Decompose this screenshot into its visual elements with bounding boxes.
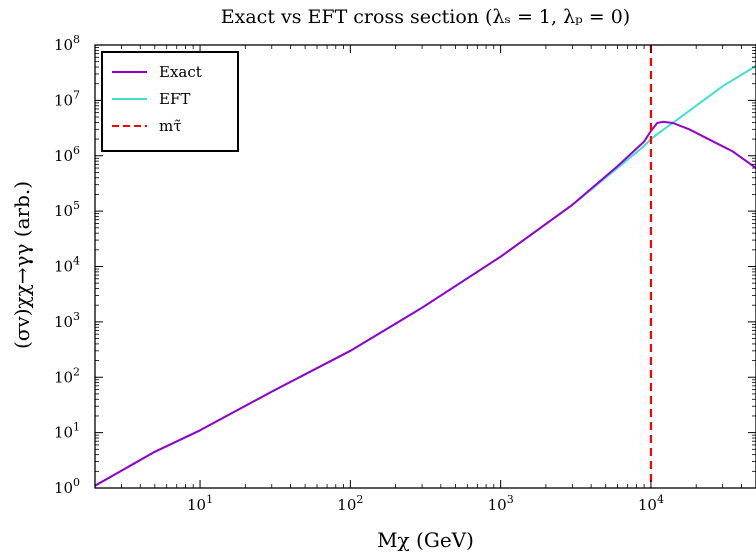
- y-tick-label: 107: [54, 88, 80, 109]
- x-tick-label: 101: [187, 493, 213, 514]
- legend-box: [101, 51, 239, 152]
- x-tick-label: 102: [337, 493, 363, 514]
- series-line-exact: [95, 120, 756, 487]
- x-tick-label: 104: [638, 493, 664, 514]
- legend-label-0: Exact: [159, 63, 202, 81]
- x-axis-label: Mχ (GeV): [377, 528, 474, 552]
- y-tick-label: 108: [54, 33, 80, 54]
- y-tick-label: 103: [54, 310, 80, 331]
- legend-label-2: mτ̃: [159, 117, 182, 135]
- y-tick-label: 106: [54, 144, 80, 165]
- x-tick-label: 103: [488, 493, 514, 514]
- legend-label-1: EFT: [159, 90, 190, 108]
- y-tick-label: 105: [54, 199, 80, 220]
- y-tick-label: 100: [54, 476, 80, 497]
- chart-title: Exact vs EFT cross section (λₛ = 1, λₚ =…: [220, 6, 631, 28]
- y-tick-label: 101: [54, 421, 80, 442]
- y-tick-label: 102: [54, 365, 80, 386]
- y-tick-label: 104: [54, 255, 80, 276]
